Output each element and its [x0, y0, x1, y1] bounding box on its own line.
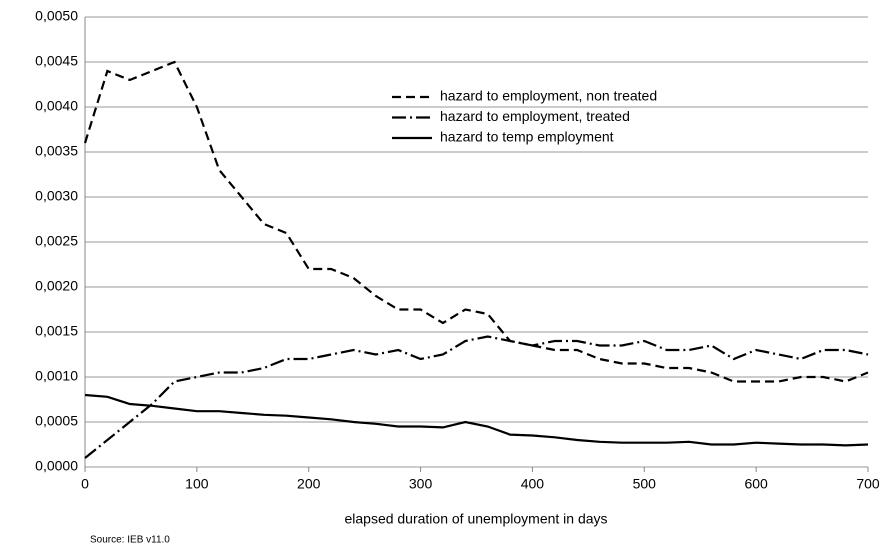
y-tick-label: 0,0035	[35, 143, 78, 159]
legend-label: hazard to employment, treated	[440, 108, 630, 124]
x-tick-label: 700	[856, 476, 880, 492]
source-note: Source: IEB v11.0	[90, 535, 170, 546]
series-line	[83, 60, 869, 383]
y-tick-label: 0,0020	[35, 278, 78, 294]
series-line	[84, 393, 869, 447]
legend-label: hazard to employment, non treated	[440, 88, 657, 104]
legend-label: hazard to temp employment	[440, 129, 614, 145]
x-tick-label: 500	[633, 476, 657, 492]
x-tick-label: 0	[81, 476, 89, 492]
y-tick-label: 0,0000	[35, 458, 78, 474]
x-tick-label: 600	[744, 476, 768, 492]
x-axis-label: elapsed duration of unemployment in days	[344, 511, 607, 527]
y-tick-label: 0,0045	[35, 53, 78, 69]
y-tick-label: 0,0025	[35, 233, 78, 249]
y-tick-label: 0,0030	[35, 188, 78, 204]
x-tick-label: 200	[297, 476, 321, 492]
x-tick-label: 400	[521, 476, 545, 492]
x-tick-label: 100	[185, 476, 209, 492]
y-tick-label: 0,0050	[35, 8, 78, 24]
y-tick-label: 0,0010	[35, 368, 78, 384]
series-line	[84, 335, 869, 459]
y-tick-label: 0,0005	[35, 413, 78, 429]
y-tick-label: 0,0015	[35, 323, 78, 339]
x-tick-label: 300	[409, 476, 433, 492]
y-tick-label: 0,0040	[35, 98, 78, 114]
